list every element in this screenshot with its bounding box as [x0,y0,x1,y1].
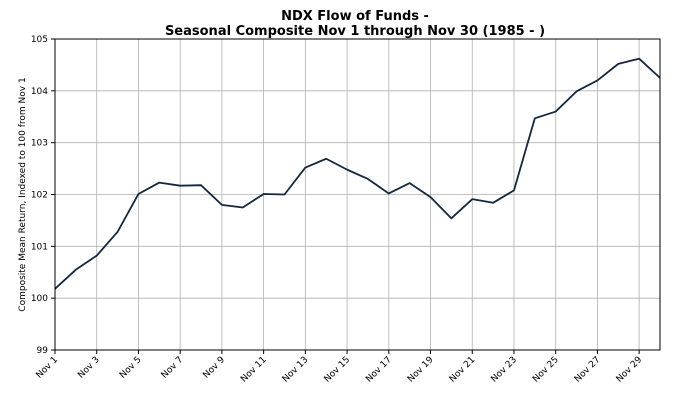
y-tick-label: 101 [31,242,48,252]
x-tick-label: Nov 5 [118,355,144,381]
x-tick-label: Nov 11 [239,355,269,385]
x-tick-label: Nov 13 [281,355,311,385]
chart-title-line2: Seasonal Composite Nov 1 through Nov 30 … [165,24,545,39]
y-tick-label: 102 [31,191,48,201]
y-axis-label: Composite Mean Return, Indexed to 100 fr… [18,77,28,311]
x-axis: Nov 1 Nov 3 Nov 5 Nov 7 Nov 9 Nov 11 Nov 13 Nov… [35,350,645,385]
y-axis: 99 100 101 102 103 104 105 [31,35,55,356]
y-tick-label: 105 [31,35,48,45]
x-tick-label: Nov 15 [323,355,353,385]
x-tick-label: Nov 7 [160,355,186,381]
x-tick-label: Nov 17 [364,355,394,385]
x-tick-label: Nov 9 [201,355,227,381]
y-tick-label: 99 [37,346,49,356]
y-tick-label: 100 [31,294,48,304]
series-layer [54,57,661,290]
x-tick-label: Nov 1 [35,355,61,381]
y-tick-label: 103 [31,139,48,149]
x-tick-label: Nov 19 [406,355,436,385]
x-tick-label: Nov 29 [615,355,645,385]
y-tick-label: 104 [31,87,48,97]
grid-lines [54,38,660,351]
x-tick-label: Nov 3 [76,355,102,381]
chart-title-line1: NDX Flow of Funds - [281,9,429,24]
x-tick-label: Nov 25 [531,355,561,385]
x-tick-label: Nov 21 [448,355,478,385]
series-line [54,57,661,290]
x-tick-label: Nov 23 [489,355,519,385]
x-tick-label: Nov 27 [573,355,603,385]
